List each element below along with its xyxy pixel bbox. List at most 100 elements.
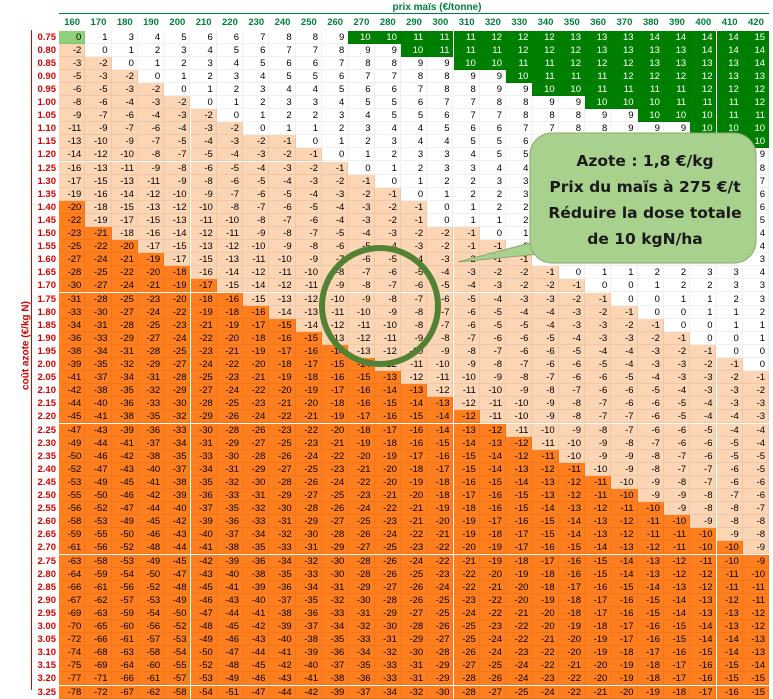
heatmap-cell: -7 [453,331,480,345]
heatmap-cell: -43 [243,633,270,647]
heatmap-cell: 0 [216,109,244,123]
heatmap-cell: 4 [190,43,217,57]
heatmap-cell: 0 [322,148,349,162]
heatmap-cell: -3 [558,305,585,319]
heatmap-cell: 5 [374,109,401,123]
heatmap-cell: -18 [190,292,217,306]
heatmap-cell: -21 [190,318,217,332]
heatmap-cell: -19 [585,646,612,660]
heatmap-cell: 3 [269,96,296,110]
heatmap-cell: 2 [427,174,454,188]
heatmap-cell: -8 [164,161,191,175]
heatmap-cell: -5 [611,371,638,385]
heatmap-cell: 6 [190,30,217,44]
heatmap-cell: -60 [111,620,138,634]
x-axis-title: prix maïs (€/tonne) [392,2,482,13]
heatmap-cell: -6 [506,331,533,345]
heatmap-cell: -22 [558,672,585,686]
column-header: 300 [432,17,449,28]
heatmap-cell: 13 [611,30,638,44]
heatmap-cell: 12 [742,96,770,110]
heatmap-cell: -36 [295,606,322,620]
heatmap-cell: -14 [243,279,270,293]
heatmap-cell: 6 [479,122,507,136]
heatmap-cell: -10 [558,436,585,450]
heatmap-cell: -17 [190,279,217,293]
heatmap-cell: -19 [506,567,533,581]
heatmap-cell: -8 [374,292,401,306]
column-header: 210 [195,17,212,28]
heatmap-cell: -43 [269,672,296,686]
heatmap-cell: -14 [558,515,585,529]
heatmap-cell: -28 [216,423,244,437]
heatmap-cell: -11 [295,279,322,293]
heatmap-cell: -16 [269,331,296,345]
heatmap-cell: 4 [137,30,165,44]
heatmap-cell: -1 [479,240,507,254]
heatmap-cell: -10 [558,449,585,463]
heatmap-cell: -2 [59,43,86,57]
heatmap-cell: -19 [374,449,401,463]
heatmap-cell: -5 [716,436,743,450]
heatmap-cell: -16 [85,187,112,201]
heatmap-cell: -45 [216,620,244,634]
heatmap-cell: -35 [137,410,165,424]
heatmap-cell: -2 [111,69,138,83]
heatmap-cell: -7 [585,397,612,411]
heatmap-cell: -5 [453,292,480,306]
heatmap-cell: -16 [611,593,638,607]
heatmap-cell: -32 [216,475,244,489]
heatmap-cell: -13 [637,554,664,568]
heatmap-cell: -13 [59,135,86,149]
heatmap-cell: 9 [479,82,507,96]
heatmap-cell: -17 [532,554,559,568]
heatmap-cell: -19 [611,659,638,673]
heatmap-cell: -3 [532,292,559,306]
heatmap-cell: -7 [374,279,401,293]
heatmap-cell: -41 [137,475,165,489]
heatmap-cell: 9 [348,43,375,57]
heatmap-cell: 5 [453,135,480,149]
heatmap-cell: -10 [348,305,375,319]
heatmap-cell: -17 [427,462,454,476]
heatmap-cell: -20 [506,593,533,607]
heatmap-cell: 1 [295,122,322,136]
heatmap-cell: 8 [453,82,480,96]
heatmap-cell: -21 [453,554,480,568]
heatmap-cell: 14 [690,43,717,57]
row-header: 3.10 [37,647,57,659]
heatmap-cell: -7 [348,266,375,280]
heatmap-cell: -59 [85,567,112,581]
heatmap-cell: -32 [322,593,349,607]
heatmap-cell: -20 [164,292,191,306]
heatmap-cell: -45 [243,659,270,673]
heatmap-cell: 2 [190,69,217,83]
heatmap-cell: -24 [506,659,533,673]
heatmap-cell: 1 [453,213,480,227]
heatmap-cell: -29 [190,410,217,424]
row-header: 0.85 [37,57,57,69]
callout-line-3: Réduire la dose totale [548,204,742,222]
heatmap-cell: 2 [137,43,165,57]
heatmap-cell: 2 [663,279,691,293]
heatmap-cell: -9 [59,109,86,123]
heatmap-cell: -14 [269,305,296,319]
heatmap-cell: 6 [348,82,375,96]
heatmap-cell: -15 [453,449,480,463]
heatmap-cell: 8 [506,96,533,110]
heatmap-cell: -8 [243,213,270,227]
heatmap-cell: -17 [663,672,691,686]
heatmap-cell: -27 [269,462,296,476]
heatmap-cell: -9 [585,449,612,463]
heatmap-cell: 8 [479,96,507,110]
heatmap-cell: -10 [427,358,454,372]
heatmap-cell: 6 [295,56,322,70]
heatmap-cell: -15 [374,397,401,411]
heatmap-cell: 13 [690,56,717,70]
heatmap-cell: -24 [243,410,270,424]
heatmap-cell: -36 [111,397,138,411]
heatmap-cell: -43 [111,462,138,476]
heatmap-cell: -29 [427,659,454,673]
heatmap-cell: -15 [243,292,270,306]
heatmap-cell: -22 [479,593,507,607]
